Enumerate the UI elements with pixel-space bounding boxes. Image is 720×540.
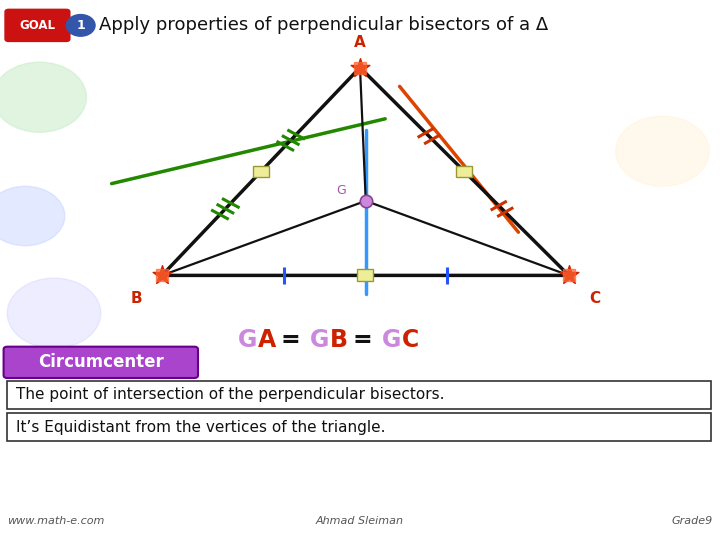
Text: A: A	[258, 328, 276, 352]
Point	[156, 271, 168, 280]
Text: Apply properties of perpendicular bisectors of a Δ: Apply properties of perpendicular bisect…	[99, 16, 548, 35]
Circle shape	[66, 15, 95, 36]
Text: Ahmad Sleiman: Ahmad Sleiman	[316, 516, 404, 526]
Bar	[456, 165, 472, 177]
Bar	[7, 381, 711, 409]
Point	[563, 271, 575, 280]
FancyBboxPatch shape	[4, 9, 71, 42]
Text: www.math-e.com: www.math-e.com	[7, 516, 104, 526]
Text: Grade9: Grade9	[672, 516, 713, 526]
Text: G: G	[238, 328, 257, 352]
Text: The point of intersection of the perpendicular bisectors.: The point of intersection of the perpend…	[16, 387, 444, 402]
Bar	[253, 165, 269, 177]
Bar	[358, 269, 374, 281]
Text: Circumcenter: Circumcenter	[38, 353, 163, 372]
Circle shape	[7, 278, 101, 348]
Text: G: G	[382, 328, 401, 352]
Text: A: A	[354, 35, 366, 50]
Text: B: B	[330, 328, 348, 352]
Text: G: G	[310, 328, 329, 352]
Text: C: C	[589, 291, 600, 306]
Point	[354, 63, 366, 72]
Text: GOAL: GOAL	[19, 19, 55, 32]
Bar	[7, 413, 711, 441]
Text: 1: 1	[76, 19, 85, 32]
Circle shape	[616, 116, 709, 186]
Point	[563, 271, 575, 280]
Text: B: B	[130, 291, 142, 306]
Point	[360, 197, 372, 205]
Text: =: =	[281, 328, 300, 352]
Point	[354, 63, 366, 72]
Text: It’s Equidistant from the vertices of the triangle.: It’s Equidistant from the vertices of th…	[16, 420, 385, 435]
Text: C: C	[402, 328, 419, 352]
Text: G: G	[336, 184, 346, 197]
FancyBboxPatch shape	[4, 347, 198, 378]
Point	[156, 271, 168, 280]
Text: =: =	[353, 328, 372, 352]
Circle shape	[0, 62, 86, 132]
Circle shape	[0, 186, 65, 246]
